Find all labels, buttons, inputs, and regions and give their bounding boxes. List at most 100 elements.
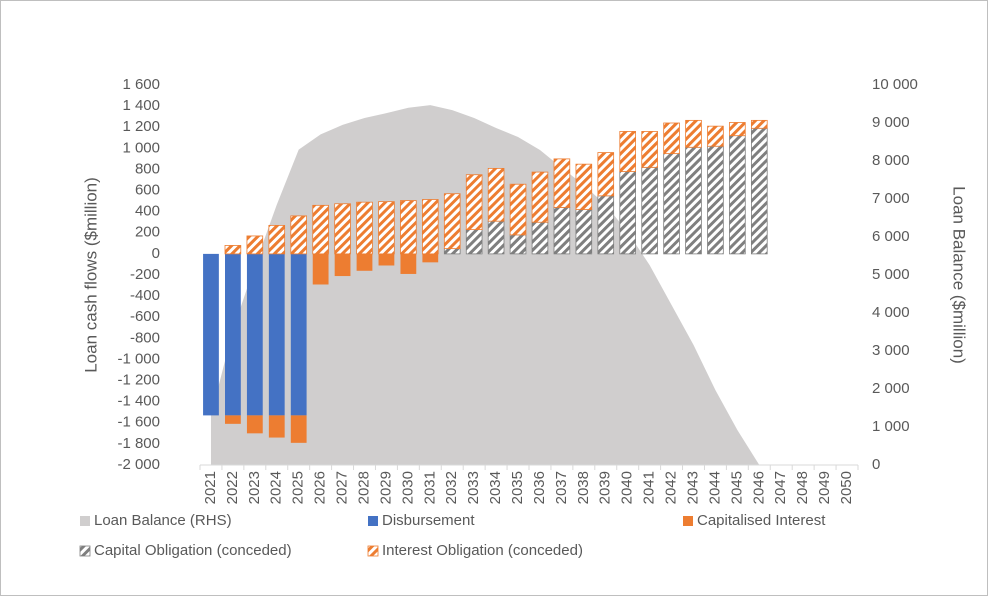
y2-tick-label: 3 000 bbox=[872, 342, 910, 359]
bar bbox=[531, 221, 549, 255]
bar bbox=[400, 253, 417, 274]
x-tick-label: 2031 bbox=[421, 471, 438, 504]
bar bbox=[685, 146, 702, 255]
x-tick-label: 2035 bbox=[509, 471, 526, 504]
y-tick-label: 400 bbox=[135, 203, 160, 220]
legend-swatch bbox=[79, 545, 91, 557]
legend-label: Capital Obligation (conceded) bbox=[94, 542, 292, 559]
y-tick-label: -800 bbox=[130, 329, 160, 346]
bar bbox=[224, 245, 242, 255]
bar bbox=[729, 135, 746, 255]
bar bbox=[509, 234, 527, 255]
legend-swatch bbox=[683, 516, 693, 526]
y2-tick-label: 5 000 bbox=[872, 266, 910, 283]
x-tick-label: 2046 bbox=[750, 471, 767, 504]
bar bbox=[290, 415, 307, 443]
bar bbox=[509, 183, 527, 236]
bar bbox=[246, 235, 264, 255]
bar bbox=[378, 253, 395, 266]
bar bbox=[203, 253, 219, 416]
legend-label: Loan Balance (RHS) bbox=[94, 512, 232, 529]
x-tick-label: 2041 bbox=[641, 471, 658, 504]
bar bbox=[663, 153, 680, 255]
legend-swatch bbox=[368, 516, 378, 526]
bar bbox=[443, 193, 461, 250]
x-tick-label: 2026 bbox=[312, 471, 329, 504]
y2-tick-label: 7 000 bbox=[872, 190, 910, 207]
bar bbox=[487, 167, 505, 222]
legend-swatch bbox=[80, 516, 90, 526]
x-tick-label: 2042 bbox=[663, 471, 680, 504]
y-tick-label: 1 400 bbox=[122, 97, 160, 114]
x-tick-label: 2050 bbox=[838, 471, 855, 504]
legend-swatch bbox=[367, 545, 379, 557]
bar bbox=[597, 195, 615, 255]
x-tick-label: 2045 bbox=[728, 471, 745, 504]
bar bbox=[268, 415, 285, 438]
y-tick-label: -1 800 bbox=[117, 435, 160, 452]
x-tick-label: 2022 bbox=[224, 471, 241, 504]
legend-label: Capitalised Interest bbox=[697, 512, 826, 529]
x-tick-label: 2032 bbox=[443, 471, 460, 504]
y-tick-label: -200 bbox=[130, 266, 160, 283]
x-tick-label: 2027 bbox=[334, 471, 351, 504]
bar bbox=[487, 220, 505, 255]
bar bbox=[334, 253, 351, 277]
bar bbox=[641, 166, 658, 255]
bar bbox=[751, 127, 768, 255]
bar bbox=[729, 122, 746, 137]
y-tick-label: -400 bbox=[130, 287, 160, 304]
bar bbox=[553, 158, 571, 208]
bar bbox=[465, 174, 483, 231]
x-tick-label: 2047 bbox=[772, 471, 789, 504]
bar bbox=[334, 203, 351, 255]
y2-tick-label: 1 000 bbox=[872, 418, 910, 435]
bar bbox=[356, 253, 373, 271]
bar bbox=[641, 131, 658, 168]
x-tick-label: 2049 bbox=[816, 471, 833, 504]
legend-label: Disbursement bbox=[382, 512, 475, 529]
x-tick-label: 2028 bbox=[355, 471, 372, 504]
y-tick-label: 200 bbox=[135, 224, 160, 241]
bar bbox=[751, 119, 768, 129]
bar bbox=[707, 125, 724, 147]
bar bbox=[465, 229, 483, 255]
x-tick-label: 2023 bbox=[246, 471, 263, 504]
bar bbox=[575, 163, 593, 210]
y2-axis-title: Loan Balance ($million) bbox=[950, 186, 969, 364]
bar bbox=[312, 253, 329, 285]
y-tick-label: 600 bbox=[135, 182, 160, 199]
x-tick-label: 2021 bbox=[202, 471, 219, 504]
y2-tick-label: 6 000 bbox=[872, 228, 910, 245]
y2-tick-label: 2 000 bbox=[872, 380, 910, 397]
bar bbox=[531, 171, 549, 223]
x-tick-label: 2040 bbox=[619, 471, 636, 504]
x-tick-label: 2025 bbox=[290, 471, 307, 504]
bar bbox=[246, 253, 263, 416]
bar bbox=[707, 145, 724, 255]
x-tick-label: 2048 bbox=[794, 471, 811, 504]
y2-tick-label: 4 000 bbox=[872, 304, 910, 321]
x-tick-label: 2030 bbox=[399, 471, 416, 504]
bar bbox=[225, 415, 241, 424]
y2-tick-label: 8 000 bbox=[872, 152, 910, 169]
bar bbox=[422, 253, 439, 263]
y2-tick-label: 0 bbox=[872, 456, 880, 473]
bar bbox=[312, 204, 329, 255]
bar bbox=[290, 215, 307, 255]
y-tick-label: -2 000 bbox=[117, 456, 160, 473]
bar bbox=[225, 253, 241, 416]
x-tick-label: 2034 bbox=[487, 471, 504, 504]
y-tick-label: 1 200 bbox=[122, 118, 160, 135]
x-tick-label: 2033 bbox=[465, 471, 482, 504]
x-tick-label: 2036 bbox=[531, 471, 548, 504]
y-tick-label: -600 bbox=[130, 308, 160, 325]
bar bbox=[663, 122, 680, 155]
bar bbox=[268, 224, 286, 255]
bar bbox=[378, 201, 395, 255]
y-tick-label: 0 bbox=[152, 245, 160, 262]
bar bbox=[619, 171, 636, 255]
y-tick-label: 800 bbox=[135, 160, 160, 177]
bar bbox=[575, 209, 593, 255]
